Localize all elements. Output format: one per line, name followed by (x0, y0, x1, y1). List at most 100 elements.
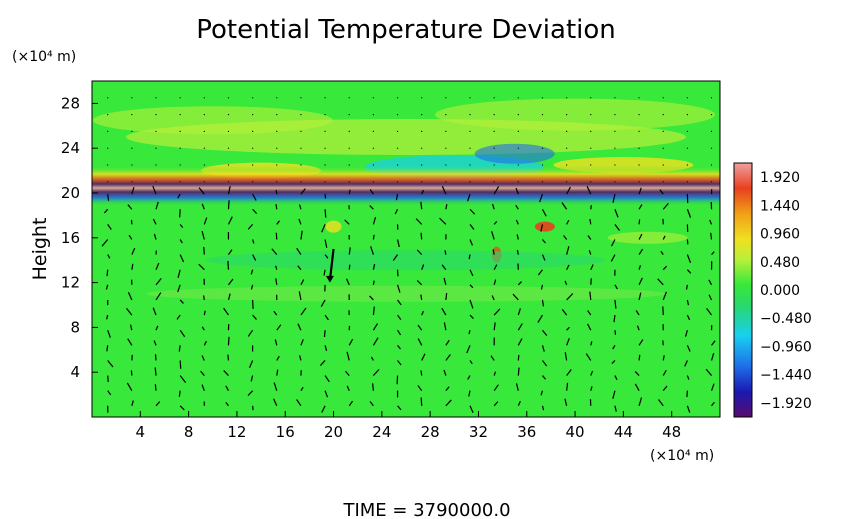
wind-vector (493, 220, 498, 225)
wind-vector (324, 97, 326, 99)
wind-vector (710, 232, 713, 240)
wind-vector (517, 354, 520, 361)
wind-vector (296, 399, 302, 407)
wind-vector (445, 147, 447, 149)
wind-vector (493, 264, 498, 270)
wind-vector (516, 234, 519, 240)
wind-vector (566, 181, 568, 183)
wind-vector (225, 402, 229, 407)
field-blob (325, 220, 342, 233)
wind-vector (348, 247, 351, 255)
wind-vector (107, 130, 109, 132)
wind-vector (126, 382, 133, 391)
wind-vector (252, 130, 254, 132)
wind-vector (638, 97, 640, 99)
wind-vector (107, 329, 111, 338)
wind-vector (372, 263, 376, 270)
wind-vector (590, 264, 594, 270)
wind-vector (657, 278, 664, 286)
wind-vector (469, 130, 471, 132)
wind-vector (421, 164, 423, 166)
wind-vector (541, 254, 546, 261)
wind-vector (638, 114, 640, 116)
wind-vector (445, 97, 447, 99)
wind-vector (445, 203, 448, 210)
wind-vector (566, 147, 568, 149)
wind-vector (585, 353, 592, 361)
x-axis: 4 8 12 16 20 24 28 32 36 40 44 48 (136, 411, 681, 441)
x-tick-label: 24 (372, 423, 391, 441)
wind-vector (324, 254, 329, 259)
wind-vector (324, 164, 326, 166)
wind-vector (638, 397, 643, 406)
wind-vector (614, 114, 616, 116)
wind-vector (441, 264, 447, 271)
wind-vector (685, 284, 688, 290)
wind-vector (686, 299, 690, 306)
wind-vector (300, 164, 302, 166)
wind-vector (321, 224, 326, 233)
colorbar-label: −1.440 (760, 368, 812, 384)
wind-vector (155, 114, 157, 116)
wind-vector (421, 353, 426, 361)
wind-vector (590, 278, 592, 285)
wind-vector (469, 223, 475, 230)
wind-vector (684, 360, 688, 367)
wind-vector (590, 341, 593, 346)
wind-vector (686, 114, 688, 116)
wind-vector (276, 147, 278, 149)
plot-frame (91, 80, 721, 418)
wind-vector (517, 338, 523, 346)
colorbar-label: 1.440 (760, 198, 800, 214)
wind-vector (344, 370, 350, 376)
wind-vector (396, 114, 399, 116)
wind-vector (417, 324, 423, 331)
wind-vector (564, 352, 568, 361)
wind-vector (686, 375, 690, 380)
wind-vector (128, 234, 133, 240)
wind-vector (710, 164, 713, 166)
wind-vector (711, 340, 716, 346)
wind-vector (370, 246, 374, 255)
wind-vector (300, 114, 302, 116)
wind-vector (276, 220, 280, 225)
wind-vector (107, 254, 111, 259)
wind-vector (469, 147, 471, 149)
wind-vector (252, 97, 254, 99)
wind-vector (493, 308, 501, 316)
wind-vector (417, 338, 423, 346)
wind-vector (250, 375, 254, 382)
wind-vector (517, 323, 523, 331)
wind-vector (493, 279, 497, 286)
wind-vector (252, 181, 254, 183)
wind-vector (396, 181, 399, 183)
wind-vector (614, 209, 619, 218)
wind-vector (686, 209, 692, 218)
wind-vector (515, 204, 519, 210)
wind-vector (662, 97, 664, 99)
wind-vector (468, 390, 471, 397)
wind-vector (397, 314, 402, 321)
wind-vector (517, 97, 519, 99)
wind-vector (271, 248, 278, 255)
wind-vector (492, 249, 495, 255)
y-tick-label: 20 (61, 184, 80, 202)
wind-vector (517, 181, 519, 183)
wind-vector (590, 114, 592, 116)
wind-vector (635, 310, 640, 316)
wind-vector (276, 355, 280, 361)
wind-vector (252, 314, 257, 320)
wind-vector (638, 164, 640, 166)
wind-vector (711, 251, 715, 256)
wind-vector (346, 278, 350, 286)
wind-vector (152, 185, 157, 195)
wind-vector (662, 202, 669, 210)
wind-vector (394, 208, 399, 215)
wind-vector (613, 315, 616, 323)
wind-vector (273, 310, 278, 316)
wind-vector (517, 308, 521, 316)
wind-vector (610, 254, 616, 262)
wind-vector (469, 164, 471, 166)
wind-vector (131, 181, 133, 183)
wind-vector (155, 201, 159, 210)
